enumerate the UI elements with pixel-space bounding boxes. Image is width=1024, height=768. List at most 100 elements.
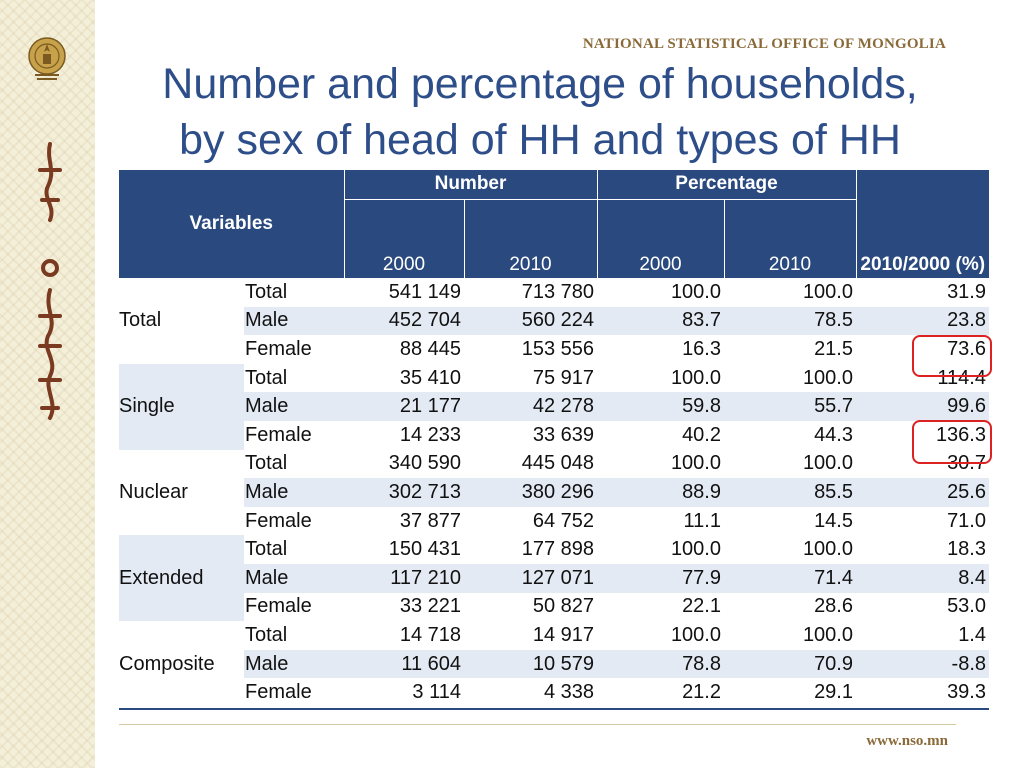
value-cell: 21.5	[814, 337, 853, 360]
sex-label: Total	[245, 452, 288, 475]
value-cell: 78.5	[724, 306, 856, 336]
value-cell: 53.0	[947, 595, 986, 618]
group-label: Total	[119, 309, 162, 332]
table-row: Male 452 704 560 224 83.7 78.5 23.8	[119, 306, 989, 336]
value-cell: 71.4	[724, 563, 856, 593]
value-cell: 77.9	[597, 563, 724, 593]
value-cell: 64 752	[532, 509, 594, 532]
sex-label: Female	[245, 337, 312, 360]
sex-label: Male	[244, 478, 344, 507]
value-cell: 127 071	[464, 563, 597, 593]
value-cell: 100.0	[802, 538, 853, 561]
value-cell: 713 780	[521, 280, 594, 303]
mongolian-script-icon	[38, 142, 62, 420]
sex-label: Male	[244, 563, 344, 593]
table-row: Total Total 541 149 713 780 100.0 100.0 31.9	[119, 278, 989, 332]
value-cell: 16.3	[682, 337, 721, 360]
sex-label: Total	[245, 280, 288, 303]
table-row: Composite Total 14 718 14 917 100.0 100.0 1.4	[119, 621, 989, 675]
value-cell: 55.7	[724, 392, 856, 421]
value-cell: 21 177	[344, 392, 464, 421]
value-cell: 4 338	[543, 681, 594, 704]
value-cell: 302 713	[344, 478, 464, 507]
header-variables: Variables	[119, 170, 345, 278]
value-cell: 21.2	[682, 681, 721, 704]
header-year-percent-2000: 2000	[597, 199, 725, 278]
value-cell: 39.3	[947, 681, 986, 704]
table-row: Nuclear Total 340 590 445 048 100.0 100.0 30.7	[119, 450, 989, 503]
value-cell: 117 210	[344, 563, 464, 593]
value-cell: 22.1	[682, 595, 721, 618]
value-cell: 560 224	[464, 306, 597, 336]
value-cell: 1.4	[958, 623, 986, 646]
value-cell: 73.6	[947, 337, 986, 360]
header-year-percent-2010: 2010	[724, 199, 857, 278]
group-label: Nuclear	[119, 480, 188, 503]
group-label: Single	[119, 363, 244, 450]
value-cell: 33 639	[532, 423, 594, 446]
value-cell: 35 410	[399, 366, 461, 389]
table-row: Female 3 114 4 338 21.2 29.1 39.3	[119, 678, 989, 707]
value-cell: 14 917	[532, 623, 594, 646]
header-year-number-2000: 2000	[344, 199, 465, 278]
table-row: Male 11 604 10 579 78.8 70.9 -8.8	[119, 649, 989, 679]
value-cell: 100.0	[670, 366, 721, 389]
table-row: Male 117 210 127 071 77.9 71.4 8.4	[119, 563, 989, 593]
value-cell: 40.2	[682, 423, 721, 446]
table-bottom-rule	[119, 708, 989, 710]
sex-label: Female	[245, 681, 312, 704]
value-cell: 29.1	[814, 681, 853, 704]
value-cell: 340 590	[388, 452, 461, 475]
value-cell: 18.3	[947, 538, 986, 561]
page-title: Number and percentage of households, by …	[120, 56, 960, 168]
table-row: Male 302 713 380 296 88.9 85.5 25.6	[119, 478, 989, 507]
sex-label: Female	[245, 509, 312, 532]
value-cell: 37 877	[399, 509, 461, 532]
value-cell: 88.9	[597, 478, 724, 507]
value-cell: 14 718	[399, 623, 461, 646]
organization-name: NATIONAL STATISTICAL OFFICE OF MONGOLIA	[582, 36, 946, 52]
title-line-1: Number and percentage of households,	[162, 60, 918, 108]
value-cell: 85.5	[724, 478, 856, 507]
sex-label: Female	[245, 423, 312, 446]
value-cell: -8.8	[856, 649, 989, 679]
households-table: Variables Number Percentage 2010/2000 (%…	[119, 170, 989, 707]
value-cell: 99.6	[856, 392, 989, 421]
value-cell: 10 579	[464, 649, 597, 679]
group-label: Extended	[119, 535, 244, 622]
value-cell: 11 604	[344, 649, 464, 679]
value-cell: 100.0	[802, 280, 853, 303]
value-cell: 11.1	[683, 509, 721, 532]
value-cell: 75 917	[532, 366, 594, 389]
value-cell: 100.0	[802, 366, 853, 389]
value-cell: 44.3	[814, 423, 853, 446]
value-cell: 100.0	[670, 452, 721, 475]
value-cell: 100.0	[802, 452, 853, 475]
title-line-2: by sex of head of HH and types of HH	[179, 116, 901, 164]
table-row: Female 33 221 50 827 22.1 28.6 53.0	[119, 593, 989, 622]
value-cell: 3 114	[412, 681, 461, 704]
sex-label: Male	[244, 392, 344, 421]
header-number: Number	[344, 170, 598, 200]
table-row: Female 14 233 33 639 40.2 44.3 136.3	[119, 421, 989, 450]
value-cell: 23.8	[856, 306, 989, 336]
value-cell: 70.9	[724, 649, 856, 679]
value-cell: 83.7	[597, 306, 724, 336]
value-cell: 114.4	[937, 366, 986, 389]
value-cell: 14 233	[399, 423, 461, 446]
value-cell: 25.6	[856, 478, 989, 507]
value-cell: 71.0	[947, 509, 986, 532]
value-cell: 177 898	[521, 538, 594, 561]
sex-label: Male	[244, 649, 344, 679]
value-cell: 153 556	[521, 337, 594, 360]
value-cell: 59.8	[597, 392, 724, 421]
footer-rule	[119, 724, 956, 725]
value-cell: 100.0	[670, 623, 721, 646]
table-row: Extended Total 150 431 177 898 100.0 100.0 18.…	[119, 535, 989, 622]
sex-label: Total	[245, 538, 288, 561]
value-cell: 100.0	[802, 623, 853, 646]
table-row: Single Total 35 410 75 917 100.0 100.0 114.4	[119, 363, 989, 450]
table-row: Female 37 877 64 752 11.1 14.5 71.0	[119, 507, 989, 536]
value-cell: 33 221	[399, 595, 461, 618]
value-cell: 136.3	[935, 423, 986, 446]
